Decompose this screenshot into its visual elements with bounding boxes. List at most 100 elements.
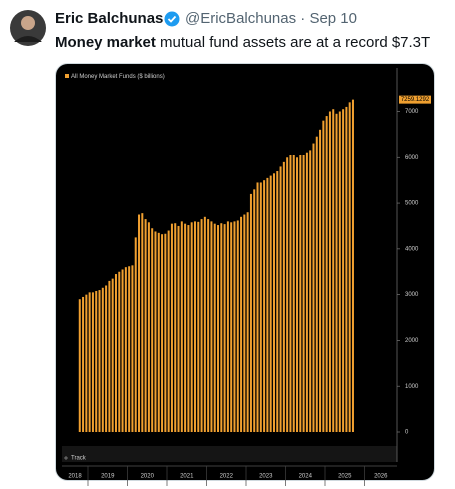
y-tick-label: 1000 [405,384,419,390]
bar [147,222,150,432]
track-label: Track [71,456,87,462]
bar [88,292,91,432]
bar [259,182,262,432]
bar [289,154,292,432]
bar [348,102,351,432]
bar [243,214,246,432]
track-icon [64,456,68,460]
bar [91,292,94,432]
bar [276,171,279,433]
tweet-text: Money market mutual fund assets are at a… [55,34,430,51]
bar [272,173,275,433]
legend-swatch [65,74,69,78]
y-tick-label: 4000 [405,246,419,252]
bar [312,143,315,432]
tweet-text-bold: Money market [55,34,156,51]
bar [184,223,187,432]
x-tick-label: 2025 [338,474,352,480]
track-strip [62,446,397,462]
value-label-box [399,95,431,104]
bar [220,223,223,432]
bar [144,219,147,432]
x-tick-label: 2024 [299,474,313,480]
bar [223,224,226,432]
bar [263,180,266,432]
bar [134,237,137,432]
bar [82,296,85,432]
y-tick-label: 3000 [405,292,419,298]
bar [266,177,269,432]
bar [138,214,141,432]
bar [279,166,282,432]
bar [325,116,328,432]
bar [128,266,131,432]
author-name[interactable]: Eric Balchunas [55,10,163,27]
x-tick-label: 2021 [180,474,194,480]
bar [226,221,229,432]
bar [322,120,325,433]
bar [95,290,98,432]
bar [114,274,117,432]
bar [315,136,318,432]
x-tick-label: 2019 [101,474,115,480]
bar [256,182,259,432]
bar [167,230,170,432]
bar [101,287,104,432]
bar [98,290,101,432]
bar [78,299,81,432]
bar [269,175,272,433]
y-tick-label: 7000 [405,109,419,115]
bar [85,294,88,432]
bar [207,219,210,432]
avatar-face [21,16,35,30]
bar [187,225,190,432]
bar [286,157,289,432]
bar [197,221,200,432]
author-meta[interactable]: @EricBalchunas · Sep 10 [185,10,357,27]
x-tick-label: 2026 [374,474,388,480]
bar [200,219,203,432]
bar [351,99,354,432]
bar [131,265,134,432]
bar [282,161,285,432]
bar [161,234,164,432]
y-tick-label: 5000 [405,201,419,207]
bar [305,152,308,432]
bar [105,285,108,432]
y-tick-label: 6000 [405,155,419,161]
legend-label: All Money Market Funds ($ billions) [71,74,165,80]
bar [210,221,213,432]
bar [121,269,124,432]
value-label: 7259.1292 [401,97,430,103]
bar [230,222,233,432]
bar [203,216,206,432]
verified-badge [164,11,180,27]
bar [253,189,256,432]
bar [345,106,348,432]
bar [338,111,341,432]
bar [141,213,144,432]
bar [190,222,193,432]
bar [108,280,111,432]
bar [328,111,331,432]
bar [299,154,302,432]
bar [177,225,180,432]
bar [335,113,338,432]
bar [309,150,312,432]
x-tick-label: 2018 [68,474,82,480]
bar [342,109,345,432]
bar [164,233,167,432]
bar [292,154,295,432]
bar [233,221,236,432]
bar [296,157,299,432]
y-tick-label: 0 [405,430,409,436]
avatar-body [14,36,42,42]
bar [217,225,220,432]
bar [236,220,239,432]
bar [319,129,322,432]
bar [302,154,305,432]
x-tick-label: 2020 [141,474,155,480]
tweet-text-rest: mutual fund assets are at a record $7.3T [156,34,430,51]
bar [213,223,216,432]
